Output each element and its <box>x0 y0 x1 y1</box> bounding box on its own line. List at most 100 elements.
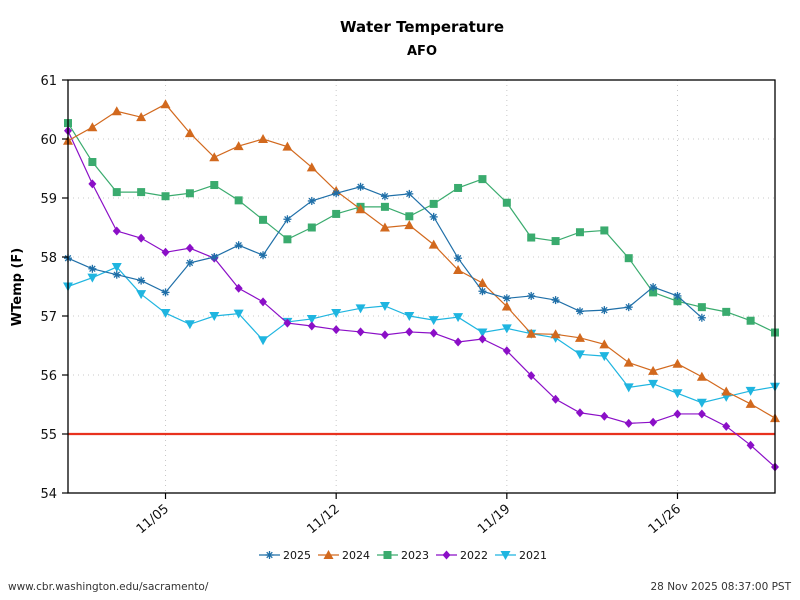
series-2023 <box>64 119 779 337</box>
data-point-2023 <box>454 183 463 192</box>
data-point-2021 <box>453 313 464 323</box>
footer-url[interactable]: www.cbr.washington.edu/sacramento/ <box>8 581 209 593</box>
data-point-2023 <box>600 226 609 235</box>
legend-label: 2021 <box>519 549 547 562</box>
data-point-2024 <box>599 339 610 349</box>
data-point-2022 <box>697 409 706 419</box>
data-point-2022 <box>429 328 438 338</box>
data-point-2021 <box>477 328 488 338</box>
data-point-2023 <box>429 199 438 208</box>
y-axis-label: WTemp (F) <box>10 248 25 326</box>
data-point-2021 <box>696 398 707 408</box>
series-line-2021 <box>67 266 776 404</box>
data-point-2024 <box>428 239 439 249</box>
y-tick-label: 60 <box>40 133 57 148</box>
data-point-2023 <box>88 158 97 167</box>
data-point-2022 <box>185 243 194 253</box>
series-2022 <box>64 126 779 472</box>
data-point-2024 <box>258 134 269 143</box>
data-point-2022 <box>259 297 268 307</box>
data-point-2023 <box>210 181 219 190</box>
data-point-2025 <box>88 264 97 273</box>
data-point-2021 <box>404 312 415 321</box>
data-point-2022 <box>283 318 292 328</box>
data-point-2022 <box>575 408 584 418</box>
series-line-2024 <box>67 103 776 419</box>
data-point-2023 <box>234 196 243 205</box>
data-point-2025 <box>551 296 560 305</box>
series-layer <box>63 99 780 472</box>
data-point-2023 <box>380 202 389 211</box>
data-point-2023 <box>161 192 170 201</box>
data-point-2023 <box>307 223 316 232</box>
series-2024 <box>63 99 780 423</box>
data-point-2021 <box>160 309 171 319</box>
legend-marker-icon <box>323 550 334 559</box>
data-point-2022 <box>405 327 414 337</box>
data-point-2023 <box>649 288 658 297</box>
data-point-2021 <box>428 316 439 326</box>
data-point-2022 <box>722 421 731 431</box>
data-point-2022 <box>600 411 609 421</box>
legend-item-2023: 2023 <box>377 549 429 562</box>
plot-frame <box>67 79 776 494</box>
axes: 54 55 56 57 58 59 60 61 11/05 11/12 11/19 11/26 <box>40 74 776 538</box>
data-point-2024 <box>306 162 317 172</box>
data-point-2024 <box>477 277 488 287</box>
data-point-2021 <box>258 336 269 346</box>
x-tick-label: 11/12 <box>304 502 342 538</box>
data-point-2023 <box>478 175 487 184</box>
data-point-2023 <box>137 188 146 197</box>
legend-marker-icon <box>442 550 451 560</box>
data-point-2025 <box>259 251 268 260</box>
series-line-2023 <box>67 122 776 334</box>
data-point-2021 <box>209 312 220 321</box>
data-point-2022 <box>234 283 243 293</box>
legend: 2025 2024 2023 2022 2021 <box>259 549 547 562</box>
data-point-2025 <box>332 189 341 198</box>
data-point-2022 <box>673 409 682 419</box>
data-point-2025 <box>185 258 194 267</box>
grid <box>68 80 775 493</box>
legend-marker-icon <box>500 551 511 560</box>
data-point-2024 <box>745 398 756 408</box>
legend-item-2024: 2024 <box>318 549 370 562</box>
data-point-2021 <box>599 352 610 362</box>
data-point-2024 <box>184 128 195 138</box>
data-point-2023 <box>502 198 511 207</box>
data-point-2023 <box>673 297 682 306</box>
data-point-2023 <box>527 233 536 242</box>
data-point-2024 <box>721 386 732 396</box>
data-point-2025 <box>380 192 389 201</box>
legend-marker-icon <box>383 551 392 559</box>
data-point-2025 <box>624 303 633 312</box>
data-point-2023 <box>697 303 706 312</box>
y-tick-label: 61 <box>40 74 57 89</box>
data-point-2025 <box>478 287 487 296</box>
data-point-2021 <box>574 350 585 360</box>
data-point-2022 <box>551 394 560 404</box>
data-point-2025 <box>454 254 463 263</box>
data-point-2021 <box>379 301 390 311</box>
legend-item-2021: 2021 <box>495 549 547 562</box>
data-point-2023 <box>551 237 560 246</box>
data-point-2024 <box>209 152 220 162</box>
legend-item-2025: 2025 <box>259 549 311 562</box>
data-point-2025 <box>356 182 365 191</box>
data-point-2024 <box>696 371 707 381</box>
data-point-2024 <box>574 332 585 342</box>
data-point-2025 <box>673 291 682 300</box>
data-point-2022 <box>502 346 511 356</box>
legend-label: 2025 <box>283 549 311 562</box>
data-point-2025 <box>429 212 438 221</box>
data-point-2021 <box>672 389 683 399</box>
series-2025 <box>64 182 706 322</box>
chart-title: Water Temperature <box>340 18 504 36</box>
data-point-2025 <box>502 294 511 303</box>
data-point-2024 <box>233 141 244 151</box>
data-point-2025 <box>283 215 292 224</box>
data-point-2025 <box>649 283 658 292</box>
data-point-2022 <box>88 179 97 189</box>
data-point-2024 <box>501 301 512 311</box>
